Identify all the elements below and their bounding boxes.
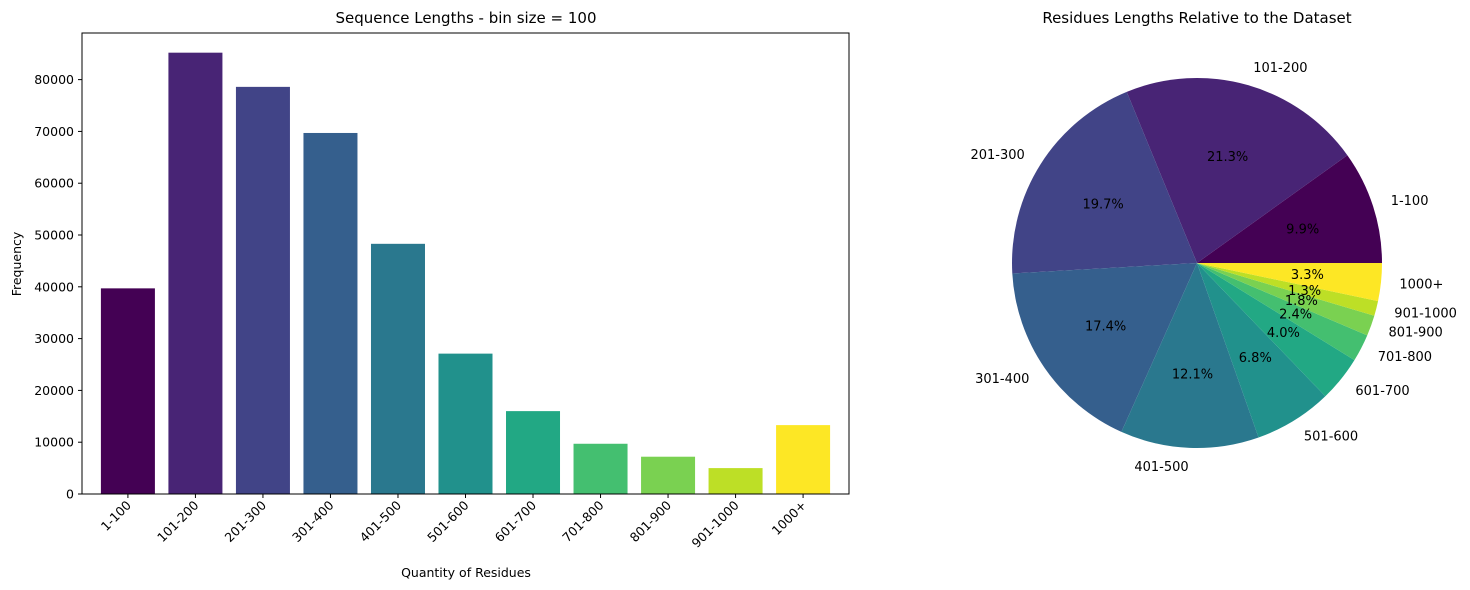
x-tick-label: 501-600 <box>424 497 472 545</box>
pie-wedge-301-400 <box>1012 263 1197 432</box>
bar-901-1000 <box>708 468 763 494</box>
bar-401-500 <box>370 243 425 494</box>
pie-wedge-901-1000 <box>1197 263 1379 316</box>
pie-wedge-801-900 <box>1197 263 1375 336</box>
pie-slice-label: 701-800 <box>1378 350 1432 365</box>
pie-slice-label: 101-200 <box>1253 61 1307 76</box>
x-tick-label: 401-500 <box>357 497 405 545</box>
pie-percent-label: 17.4% <box>1085 320 1126 335</box>
pie-percent-label: 9.9% <box>1286 223 1319 238</box>
x-axis-ticks: 1-100 101-200 201-300 301-400 401-500 501-600… <box>98 494 809 551</box>
bar-1-100 <box>100 288 155 494</box>
x-tick-label: 801-900 <box>627 497 675 545</box>
y-tick-label: 80000 <box>34 72 74 87</box>
pie-slice-label: 401-500 <box>1134 460 1188 475</box>
pie-slice-label: 601-700 <box>1355 384 1409 399</box>
pie-wedge-601-700 <box>1197 263 1355 397</box>
x-tick-label: 301-400 <box>289 497 337 545</box>
bar-chart-title: Sequence Lengths - bin size = 100 <box>335 9 596 27</box>
bar-501-600 <box>438 353 493 494</box>
bar-801-900 <box>641 456 696 494</box>
pie-wedge-701-800 <box>1197 263 1368 361</box>
bar-chart: Sequence Lengths - bin size = 100 0 10000… <box>9 9 850 580</box>
x-tick-label: 601-700 <box>492 497 540 545</box>
pie-slice-label: 801-900 <box>1389 325 1443 340</box>
pie-wedge-501-600 <box>1197 263 1326 438</box>
y-tick-label: 20000 <box>34 383 74 398</box>
y-axis-label: Frequency <box>9 231 24 296</box>
pie-slice-label: 201-300 <box>970 148 1024 163</box>
bar-marks <box>100 52 831 495</box>
pie-percent-label: 1.3% <box>1288 284 1321 299</box>
pie-percent-label: 1.8% <box>1285 294 1318 309</box>
pie-slice-label: 1-100 <box>1391 194 1429 209</box>
y-tick-label: 70000 <box>34 124 74 139</box>
pie-percent-labels: 9.9% 21.3% 19.7% 17.4% 12.1% 6.8% 4.0% 2.4%1.8%… <box>1082 150 1323 383</box>
y-tick-label: 60000 <box>34 176 74 191</box>
y-tick-label: 40000 <box>34 279 74 294</box>
y-tick-label: 0 <box>66 487 74 502</box>
x-axis-label: Quantity of Residues <box>401 565 531 580</box>
pie-wedge-1-100 <box>1197 155 1382 263</box>
pie-slice-label: 1000+ <box>1399 278 1443 293</box>
pie-percent-label: 21.3% <box>1207 150 1248 165</box>
pie-wedge-1000+ <box>1197 263 1382 302</box>
y-tick-label: 50000 <box>34 228 74 243</box>
pie-percent-label: 19.7% <box>1082 197 1123 212</box>
pie-chart-title: Residues Lengths Relative to the Dataset <box>1042 9 1351 27</box>
bar-1000+ <box>776 425 831 494</box>
pie-wedge-201-300 <box>1012 91 1197 274</box>
pie-wedge-401-500 <box>1121 263 1259 448</box>
pie-slice-label: 501-600 <box>1304 430 1358 445</box>
x-tick-label: 1-100 <box>98 497 134 533</box>
pie-wedges <box>1012 77 1382 448</box>
bar-601-700 <box>506 411 561 494</box>
x-tick-label: 1000+ <box>769 498 810 539</box>
y-tick-label: 30000 <box>34 331 74 346</box>
y-axis-ticks: 0 10000 20000 30000 40000 50000 60000 70000 8000… <box>34 72 82 502</box>
x-tick-label: 201-300 <box>222 497 270 545</box>
pie-slice-label: 301-400 <box>975 372 1029 387</box>
pie-wedge-101-200 <box>1126 77 1348 264</box>
bar-201-300 <box>235 86 290 495</box>
x-tick-label: 101-200 <box>154 497 202 545</box>
pie-percent-label: 3.3% <box>1291 268 1324 283</box>
bar-301-400 <box>303 132 358 494</box>
pie-labels: 1-100 101-200 201-300 301-400 401-500 501-600… <box>970 61 1456 475</box>
pie-chart: Residues Lengths Relative to the Dataset… <box>970 9 1456 475</box>
y-tick-label: 10000 <box>34 435 74 450</box>
x-tick-label: 901-1000 <box>689 497 742 550</box>
pie-percent-label: 12.1% <box>1172 367 1213 382</box>
pie-percent-label: 6.8% <box>1239 351 1272 366</box>
bar-701-800 <box>573 443 628 494</box>
pie-slice-label: 901-1000 <box>1394 307 1457 322</box>
pie-percent-label: 2.4% <box>1279 308 1312 323</box>
bar-101-200 <box>168 52 223 495</box>
pie-percent-label: 4.0% <box>1267 326 1300 341</box>
x-tick-label: 701-800 <box>559 497 607 545</box>
